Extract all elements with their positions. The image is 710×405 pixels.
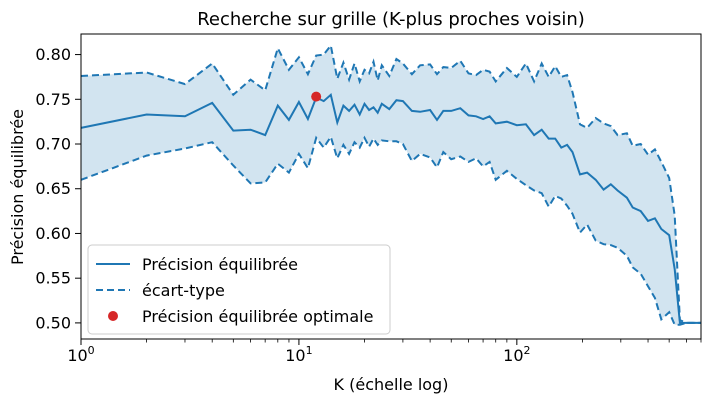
y-tick-label: 0.70 xyxy=(35,135,71,154)
optimal-point xyxy=(311,91,322,102)
chart-title: Recherche sur grille (K-plus proches voi… xyxy=(197,9,585,30)
x-tick-label: 102 xyxy=(503,344,530,365)
legend: Précision équilibrée écart-type Précisio… xyxy=(87,244,391,335)
legend-label-balanced-accuracy: Précision équilibrée xyxy=(142,255,298,274)
y-axis-label: Précision équilibrée xyxy=(8,109,27,265)
legend-box xyxy=(87,244,391,335)
y-tick-label: 0.65 xyxy=(35,179,71,198)
legend-label-optimal: Précision équilibrée optimale xyxy=(142,307,373,326)
legend-optimal-marker xyxy=(108,311,118,321)
y-tick-label: 0.80 xyxy=(35,45,71,64)
y-tick-label: 0.60 xyxy=(35,224,71,243)
plot-frame xyxy=(80,33,702,340)
y-tick-label: 0.50 xyxy=(35,313,71,332)
std-band-layer xyxy=(81,45,701,325)
legend-label-std: écart-type xyxy=(142,281,225,300)
std-band xyxy=(81,45,701,325)
x-axis: 100 101 102 xyxy=(67,339,702,365)
std-lower-line xyxy=(80,134,701,326)
x-axis-label: K (échelle log) xyxy=(334,375,449,394)
y-tick-label: 0.75 xyxy=(35,90,71,109)
std-upper-line xyxy=(80,43,701,324)
x-tick-label: 100 xyxy=(67,344,94,365)
y-tick-label: 0.55 xyxy=(35,269,71,288)
optimal-point-layer xyxy=(311,91,322,102)
y-axis: 0.50 0.55 0.60 0.65 0.70 0.75 0.80 xyxy=(35,45,81,332)
x-tick-label: 101 xyxy=(285,344,312,365)
